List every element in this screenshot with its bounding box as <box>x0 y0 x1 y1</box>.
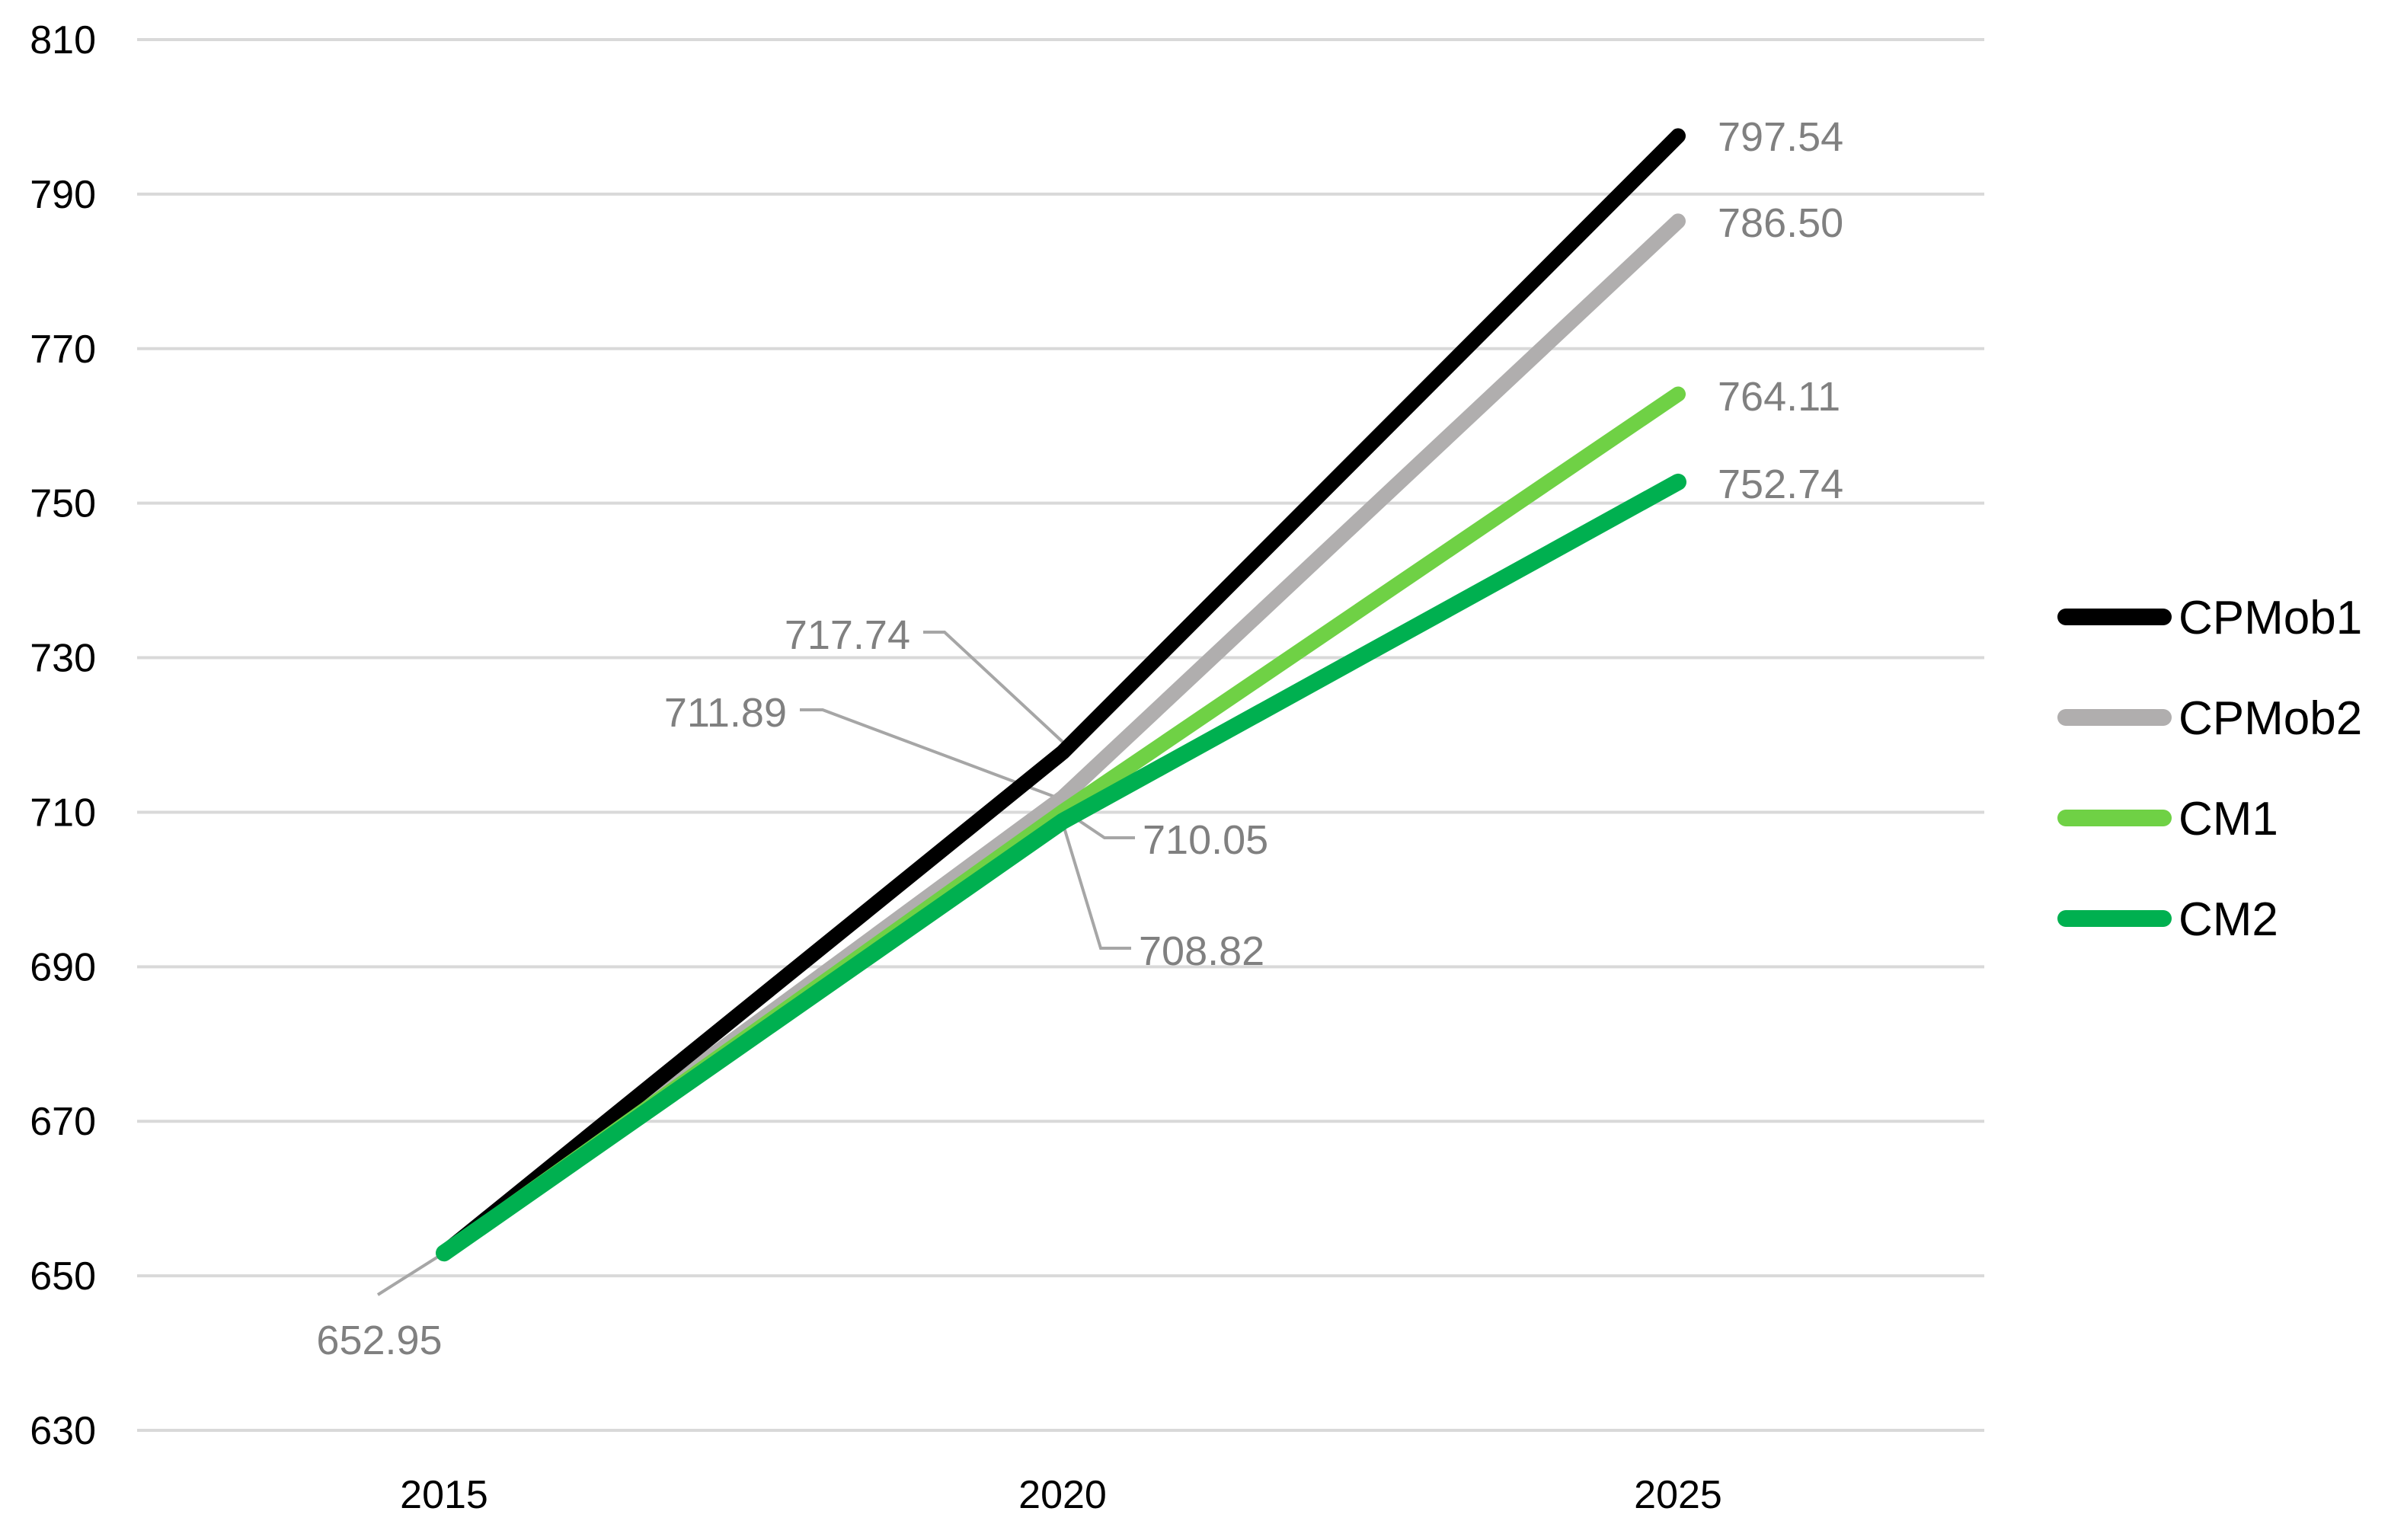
data-label: 797.54 <box>1718 114 1843 160</box>
y-tick-label: 730 <box>30 637 96 681</box>
data-label: 711.89 <box>664 690 787 736</box>
leader-line <box>923 631 1064 743</box>
y-tick-label: 750 <box>30 482 96 526</box>
y-tick-label: 790 <box>30 173 96 217</box>
leader-line <box>376 1251 446 1296</box>
legend-label-cpmob2: CPMob2 <box>2179 692 2362 745</box>
data-label: 717.74 <box>785 612 910 658</box>
x-axis: 2015 2020 2025 <box>400 1473 1722 1517</box>
gridlines <box>137 38 1984 1432</box>
data-label: 764.11 <box>1718 374 1840 420</box>
y-tick-label: 670 <box>30 1100 96 1144</box>
y-tick-label: 630 <box>30 1409 96 1453</box>
legend: CPMob1 CPMob2 CM1 CM2 <box>2057 592 2362 946</box>
x-tick-label: 2025 <box>1634 1473 1722 1517</box>
data-label: 652.95 <box>316 1318 442 1363</box>
x-tick-label: 2015 <box>400 1473 488 1517</box>
x-tick-label: 2020 <box>1018 1473 1107 1517</box>
y-tick-label: 710 <box>30 791 96 835</box>
y-tick-label: 690 <box>30 945 96 989</box>
series-lines <box>436 128 1686 1262</box>
legend-label-cm1: CM1 <box>2179 793 2278 845</box>
leader-line <box>1061 822 1131 950</box>
data-label: 710.05 <box>1143 817 1268 863</box>
data-labels: 652.95 717.74 711.89 710.05 708.82 797.54 786.… <box>316 114 1843 1363</box>
y-tick-label: 650 <box>30 1254 96 1299</box>
data-label: 752.74 <box>1718 462 1843 507</box>
y-tick-label: 770 <box>30 327 96 372</box>
leader-line <box>800 708 1063 801</box>
y-axis: 810 790 770 750 730 710 690 670 650 630 <box>30 18 96 1453</box>
data-label: 786.50 <box>1718 200 1843 246</box>
series-line-cpmob1 <box>436 128 1686 1261</box>
data-label: 708.82 <box>1139 928 1264 974</box>
legend-label-cpmob1: CPMob1 <box>2179 592 2362 644</box>
legend-label-cm2: CM2 <box>2179 893 2278 946</box>
y-tick-label: 810 <box>30 18 96 62</box>
series-line-cm2 <box>436 473 1686 1262</box>
